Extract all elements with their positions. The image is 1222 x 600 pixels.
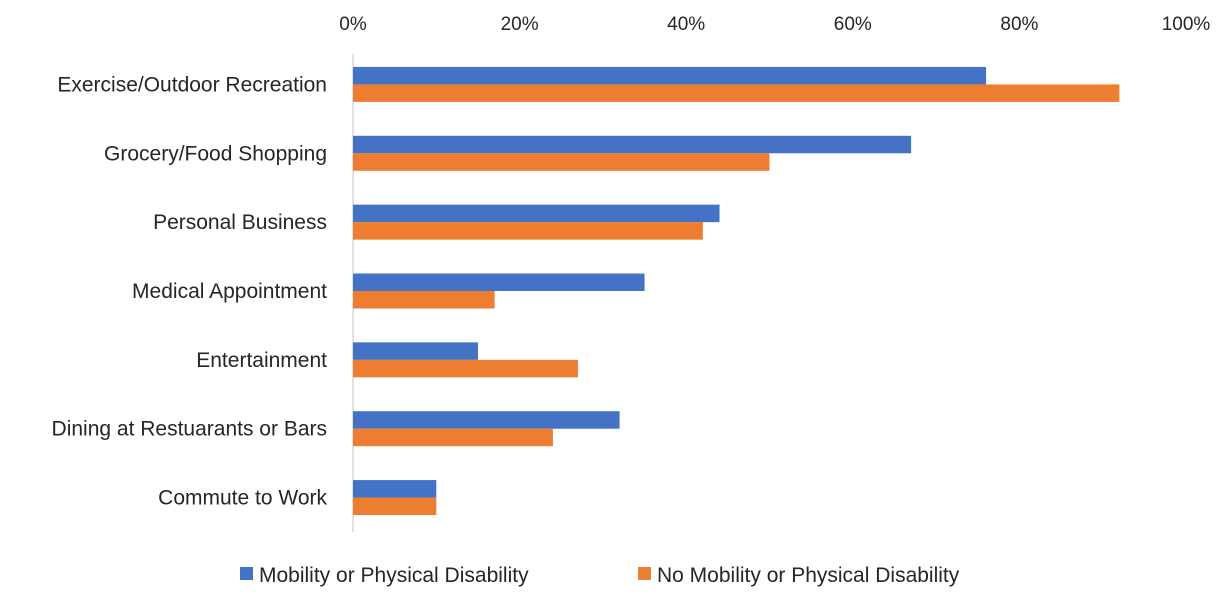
category-labels: Exercise/Outdoor Recreation Grocery/Food … [52, 73, 328, 509]
category-label: Entertainment [196, 349, 327, 372]
bar-no-mobility-disability [353, 497, 437, 516]
bar-mobility-disability [353, 204, 720, 223]
category-label: Grocery/Food Shopping [104, 142, 327, 165]
bar-no-mobility-disability [353, 84, 1120, 102]
x-tick-label: 80% [1000, 14, 1038, 35]
bar-mobility-disability [353, 342, 478, 360]
bar-no-mobility-disability [353, 153, 770, 171]
category-label: Dining at Restuarants or Bars [52, 418, 327, 441]
category-label: Commute to Work [158, 487, 327, 510]
bar-no-mobility-disability [353, 291, 495, 309]
bar-no-mobility-disability [353, 428, 553, 447]
bar-no-mobility-disability [353, 359, 578, 378]
bar-mobility-disability [353, 135, 912, 154]
legend-label: Mobility or Physical Disability [259, 564, 529, 587]
x-tick-label: 20% [501, 14, 539, 35]
legend-swatch [240, 567, 253, 580]
bars [353, 66, 1120, 516]
legend: Mobility or Physical Disability No Mobili… [240, 564, 960, 587]
bar-mobility-disability [353, 480, 437, 498]
x-tick-label: 0% [339, 14, 367, 35]
legend-label: No Mobility or Physical Disability [657, 564, 960, 587]
bar-no-mobility-disability [353, 222, 703, 240]
category-label: Exercise/Outdoor Recreation [57, 73, 327, 96]
category-label: Medical Appointment [132, 280, 327, 303]
legend-swatch [638, 567, 651, 580]
category-label: Personal Business [153, 211, 327, 234]
x-tick-label: 60% [834, 14, 872, 35]
bar-mobility-disability [353, 411, 620, 429]
x-tick-label: 40% [667, 14, 705, 35]
x-axis-ticks: 0% 20% 40% 60% 80% 100% [339, 14, 1210, 35]
bar-mobility-disability [353, 273, 645, 291]
bar-mobility-disability [353, 66, 987, 85]
x-tick-label: 100% [1162, 14, 1211, 35]
